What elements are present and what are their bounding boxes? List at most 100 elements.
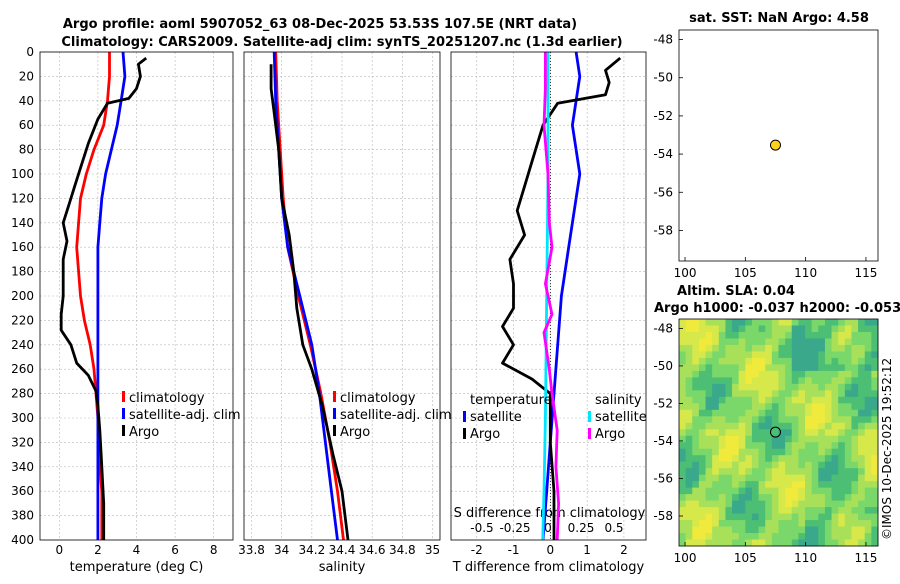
heatmap-cell	[771, 403, 779, 411]
y-tick-label: 120	[11, 191, 34, 205]
heatmap-cell	[712, 513, 720, 521]
heatmap-cell	[818, 520, 826, 528]
heatmap-cell	[725, 468, 733, 476]
heatmap-cell	[732, 526, 740, 534]
heatmap-cell	[785, 539, 793, 547]
heatmap-cell	[871, 507, 879, 515]
heatmap-cell	[698, 487, 707, 495]
heatmap-cell	[745, 520, 753, 528]
heatmap-cell	[705, 383, 713, 391]
heatmap-cell	[871, 513, 879, 521]
legend-swatch	[588, 428, 591, 439]
heatmap-cell	[871, 331, 879, 339]
heatmap-cell	[824, 409, 833, 417]
heatmap-cell	[805, 357, 813, 365]
heatmap-cell	[838, 481, 846, 489]
heatmap-cell	[758, 319, 766, 326]
heatmap-cell	[738, 455, 746, 463]
heatmap-cell	[758, 435, 766, 443]
heatmap-cell	[698, 357, 707, 365]
sla-map-title-line1: Altim. SLA: 0.04	[677, 284, 795, 299]
heatmap-cell	[692, 351, 700, 359]
heatmap-cell	[798, 409, 806, 417]
heatmap-cell	[844, 513, 852, 521]
heatmap-cell	[771, 468, 779, 476]
heatmap-cell	[758, 338, 766, 346]
heatmap-cell	[818, 468, 826, 476]
heatmap-cell	[844, 487, 852, 495]
top-axis-label: S difference from climatology	[454, 506, 646, 521]
x-tick-label: 1	[583, 543, 591, 557]
x-tick-label: 105	[734, 551, 757, 565]
heatmap-cell	[698, 435, 707, 443]
series-line-salinity-satellite	[541, 52, 550, 541]
legend-swatch	[333, 391, 336, 402]
heatmap-cell	[738, 364, 746, 372]
heatmap-cell	[771, 319, 779, 326]
legend-swatch	[588, 411, 591, 422]
watermark: ©IMOS 10-Dec-2025 19:52:12	[880, 358, 894, 540]
heatmap-cell	[692, 487, 700, 495]
top-tick-label: 0	[544, 521, 552, 535]
heatmap-cell	[765, 396, 773, 404]
heatmap-cell	[805, 468, 813, 476]
heatmap-cell	[864, 357, 872, 365]
heatmap-cell	[705, 494, 713, 502]
heatmap-cell	[844, 357, 852, 365]
heatmap-cell	[851, 468, 859, 476]
y-tick-label: -58	[653, 509, 673, 523]
heatmap-cell	[725, 390, 733, 398]
heatmap-cell	[758, 429, 766, 437]
heatmap-cell	[765, 494, 773, 502]
heatmap-cell	[732, 533, 740, 541]
heatmap-cell	[758, 364, 766, 372]
heatmap-cell	[718, 403, 726, 411]
heatmap-cell	[698, 422, 707, 430]
heatmap-cell	[864, 435, 872, 443]
heatmap-cell	[725, 422, 733, 430]
heatmap-cell	[718, 351, 726, 359]
heatmap-cell	[712, 526, 720, 534]
heatmap-cell	[805, 494, 813, 502]
heatmap-cell	[732, 357, 740, 365]
heatmap-cell	[838, 435, 846, 443]
heatmap-cell	[732, 364, 740, 372]
y-tick-label: -58	[653, 223, 673, 237]
heatmap-cell	[864, 500, 872, 508]
heatmap-cell	[785, 429, 793, 437]
heatmap-cell	[685, 409, 693, 417]
y-tick-label: 20	[19, 69, 34, 83]
heatmap-cell	[738, 468, 746, 476]
heatmap-cell	[824, 403, 833, 411]
heatmap-cell	[738, 344, 746, 352]
heatmap-cell	[798, 390, 806, 398]
heatmap-cell	[811, 481, 819, 489]
heatmap-cell	[771, 461, 779, 469]
heatmap-cell	[765, 357, 773, 365]
heatmap-cell	[765, 325, 773, 333]
heatmap-cell	[871, 481, 879, 489]
heatmap-cell	[765, 435, 773, 443]
y-tick-label: 60	[19, 118, 34, 132]
heatmap-cell	[771, 331, 779, 339]
heatmap-cell	[732, 344, 740, 352]
heatmap-cell	[745, 422, 753, 430]
heatmap-cell	[785, 338, 793, 346]
heatmap-cell	[745, 344, 753, 352]
heatmap-cell	[831, 448, 839, 456]
heatmap-cell	[685, 513, 693, 521]
heatmap-cell	[811, 377, 819, 385]
heatmap-cell	[851, 338, 859, 346]
heatmap-cell	[758, 344, 766, 352]
heatmap-cell	[738, 416, 746, 424]
heatmap-cell	[838, 364, 846, 372]
heatmap-cell	[685, 455, 693, 463]
heatmap-cell	[805, 513, 813, 521]
heatmap-cell	[798, 370, 806, 378]
heatmap-cell	[725, 507, 733, 515]
heatmap-cell	[745, 474, 753, 482]
heatmap-cell	[838, 377, 846, 385]
heatmap-cell	[712, 370, 720, 378]
heatmap-cell	[725, 533, 733, 541]
